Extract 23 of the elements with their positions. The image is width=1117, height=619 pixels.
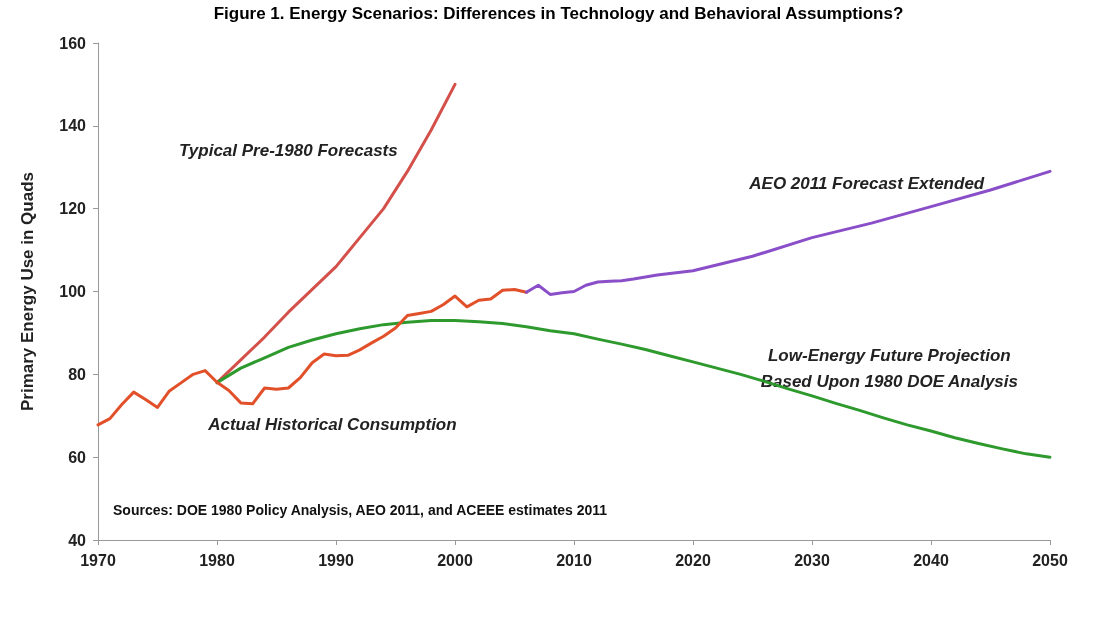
x-tick-label: 2040 <box>913 551 949 569</box>
y-tick-label: 40 <box>68 531 87 549</box>
x-tick-label: 1970 <box>80 551 116 569</box>
y-tick-label: 140 <box>59 117 87 135</box>
x-tick-label: 2020 <box>675 551 711 569</box>
x-tick-label: 2030 <box>794 551 830 569</box>
x-tick-label: 1980 <box>199 551 235 569</box>
x-tick-label: 1990 <box>318 551 354 569</box>
line-series <box>524 169 1052 296</box>
y-tick-label: 120 <box>59 200 87 218</box>
series-label: Typical Pre-1980 Forecasts <box>179 141 398 161</box>
y-tick-label: 60 <box>68 448 87 466</box>
y-axis-title: Primary Energy Use in Quads <box>18 171 37 412</box>
x-tick-label: 2010 <box>556 551 592 569</box>
y-tick-label: 80 <box>68 365 87 383</box>
annotation: Sources: DOE 1980 Policy Analysis, AEO 2011, and ACEEE estimates 2011 <box>113 502 608 518</box>
y-tick-label: 160 <box>59 34 87 52</box>
y-tick-label: 100 <box>59 283 87 300</box>
series-label: Actual Historical Consumption <box>207 415 457 435</box>
series-label: AEO 2011 Forecast Extended <box>748 174 985 194</box>
x-tick-label: 2000 <box>437 551 473 569</box>
x-tick-label: 2050 <box>1032 551 1068 569</box>
chart-title: Figure 1. Energy Scenarios: Differences in Technology and Behavioral Assumptions? <box>213 4 904 23</box>
